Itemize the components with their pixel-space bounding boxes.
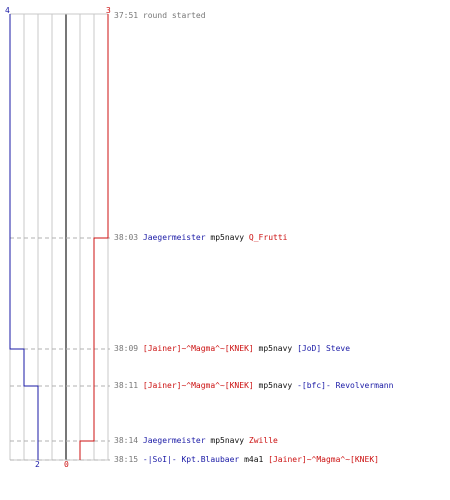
team-red-start-count: 3 [106,6,111,15]
team-red-end-count: 0 [64,460,69,469]
event-dashed-lines [10,237,110,461]
graph-gridlines [9,13,109,461]
event-row-kill: 38:15 -|SoI|- Kpt.Blaubaer m4a1 [Jainer]… [114,455,379,465]
event-row-kill: 38:14 Jaegermeister mp5navy Zwille [114,436,278,446]
killer-name: Jaegermeister [142,436,206,445]
killer-name: -|SoI|- Kpt.Blaubaer [142,455,240,464]
event-message: round started [142,11,206,20]
event-row-kill: 38:03 Jaegermeister mp5navy Q_Frutti [114,233,287,243]
event-row-kill: 38:11 [Jainer]~^Magma^~[KNEK] mp5navy -[… [114,381,393,391]
victim-name: -[bfc]- Revolvermann [297,381,394,390]
event-time: 38:15 [114,455,139,464]
weapon-name: mp5navy [210,233,245,242]
victim-name: [JoD] Steve [297,344,351,353]
event-time: 38:11 [114,381,139,390]
event-time: 38:09 [114,344,139,353]
event-row-round-start: 37:51 round started [114,11,206,21]
victim-name: [Jainer]~^Magma^~[KNEK] [268,455,379,464]
event-time: 38:14 [114,436,139,445]
killer-name: [Jainer]~^Magma^~[KNEK] [142,344,254,353]
event-row-kill: 38:09 [Jainer]~^Magma^~[KNEK] mp5navy [J… [114,344,350,354]
weapon-name: mp5navy [210,436,245,445]
victim-name: Zwille [248,436,278,445]
weapon-name: m4a1 [244,455,264,464]
event-time: 37:51 [114,11,139,20]
event-time: 38:03 [114,233,139,242]
team-blue-start-count: 4 [5,6,10,15]
killer-name: [Jainer]~^Magma^~[KNEK] [142,381,254,390]
weapon-name: mp5navy [258,344,293,353]
team-blue-end-count: 2 [35,460,40,469]
team-blue-count-line [9,14,39,460]
weapon-name: mp5navy [258,381,293,390]
victim-name: Q_Frutti [248,233,288,242]
team-red-count-line [79,14,109,460]
killer-name: Jaegermeister [142,233,206,242]
